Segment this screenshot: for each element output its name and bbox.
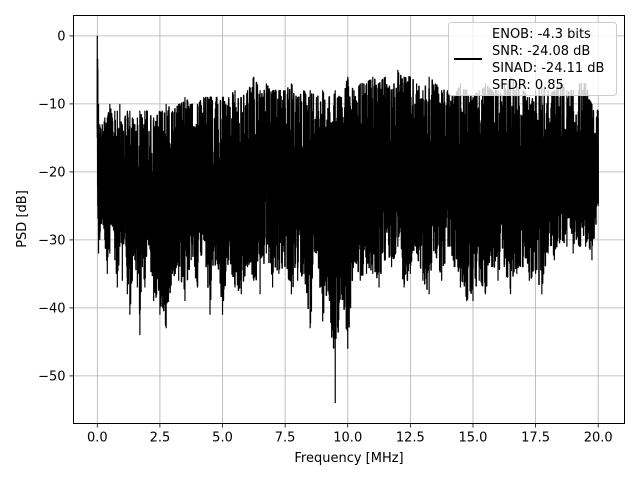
y-axis-label: PSD [dB] [15,190,30,248]
x-axis-ticks: 0.0 2.5 5.0 7.5 10.0 12.5 15.0 17.5 20.0 [87,423,613,446]
y-axis-ticks: 0 −10 −20 −30 −40 −50 [38,29,74,384]
legend-box [448,22,617,96]
y-tick-label: −10 [38,97,65,112]
legend-label-sfdr: SFDR: 0.85 [492,78,564,93]
y-tick-label: −40 [38,301,65,316]
x-tick-label: 17.5 [521,431,550,446]
x-tick-label: 15.0 [458,431,487,446]
legend-label-snr: SNR: -24.08 dB [492,44,590,59]
x-tick-label: 7.5 [275,431,296,446]
x-axis-label: Frequency [MHz] [294,451,403,466]
x-tick-label: 2.5 [150,431,171,446]
y-tick-label: −30 [38,233,65,248]
x-tick-label: 5.0 [212,431,233,446]
plot-frame [73,15,625,424]
y-tick-label: 0 [57,29,65,44]
legend-label-enob: ENOB: -4.3 bits [492,27,591,42]
y-tick-label: −50 [38,369,65,384]
x-tick-label: 10.0 [333,431,362,446]
series-layer [96,35,599,404]
y-tick-label: −20 [38,165,65,180]
legend: ENOB: -4.3 bits SNR: -24.08 dB SINAD: -2… [448,22,617,96]
x-tick-label: 0.0 [87,431,108,446]
legend-label-sinad: SINAD: -24.11 dB [492,61,604,76]
x-tick-label: 20.0 [584,431,613,446]
x-tick-label: 12.5 [396,431,425,446]
